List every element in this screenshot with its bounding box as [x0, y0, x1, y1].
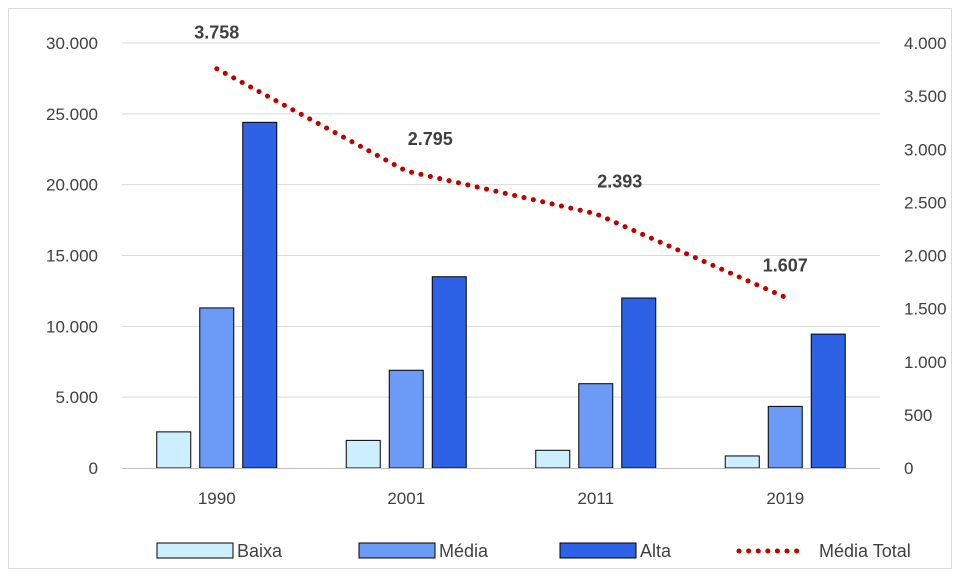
legend-label: Média Total: [819, 541, 911, 561]
y-left-tick-label: 5.000: [55, 388, 98, 407]
legend-swatch-baixa: [156, 542, 234, 559]
x-tick-label: 2011: [577, 489, 614, 508]
chart-border: [8, 8, 952, 569]
line-series: [214, 66, 788, 300]
y-right-tick-label: 2.500: [904, 193, 947, 212]
y-right-tick-label: 0: [904, 459, 913, 478]
y-right-tick-label: 3.000: [904, 140, 947, 159]
bar-alta-2001: [431, 276, 467, 469]
bar-m-dia-2011: [578, 383, 614, 469]
bar-m-dia-2001: [388, 369, 424, 469]
y-right-tick-label: 500: [904, 406, 932, 425]
line-media-total: [214, 66, 788, 300]
y-left-tick-label: 25.000: [46, 105, 98, 124]
legend: Baixa Média Alta Média Total: [156, 541, 911, 561]
bar-baixa-1990: [156, 431, 192, 469]
legend-label: Alta: [640, 541, 672, 561]
y-left-tick-label: 20.000: [46, 176, 98, 195]
y-right-tick-label: 2.000: [904, 247, 947, 266]
bar-baixa-2019: [724, 455, 760, 469]
x-tick-label: 2001: [387, 489, 425, 508]
y-right-tick-label: 1.500: [904, 300, 947, 319]
y-right-tick-label: 1.000: [904, 353, 947, 372]
data-label: 3.758: [194, 23, 239, 43]
bar-baixa-2011: [535, 449, 571, 469]
legend-label: Baixa: [237, 541, 283, 561]
x-tick-label: 1990: [198, 489, 236, 508]
y-right-tick-label: 4.000: [904, 34, 947, 53]
y-left-tick-label: 15.000: [46, 247, 98, 266]
x-tick-label: 2019: [766, 489, 804, 508]
data-label: 1.607: [763, 255, 808, 275]
data-label: 2.393: [597, 172, 642, 192]
y-left-tick-label: 30.000: [46, 34, 98, 53]
y-left-tick-label: 10.000: [46, 317, 98, 336]
bar-alta-2011: [621, 297, 657, 469]
bar-baixa-2001: [345, 439, 381, 469]
y-right-tick-label: 3.500: [904, 87, 947, 106]
data-labels: 3.758 2.795 2.393 1.607: [194, 23, 808, 276]
data-label: 2.795: [408, 129, 453, 149]
bar-m-dia-1990: [199, 307, 235, 469]
legend-swatch-alta: [559, 542, 637, 559]
bars: [156, 121, 846, 469]
legend-label: Média: [439, 541, 489, 561]
bar-m-dia-2019: [767, 405, 803, 469]
legend-swatch-m-dia: [358, 542, 436, 559]
y-left-tick-label: 0: [89, 459, 98, 478]
axes: 0 5.000 10.000 15.000 20.000 25.000 30.000 0 500…: [46, 34, 947, 508]
bar-alta-2019: [810, 333, 846, 469]
bar-alta-1990: [242, 121, 278, 469]
